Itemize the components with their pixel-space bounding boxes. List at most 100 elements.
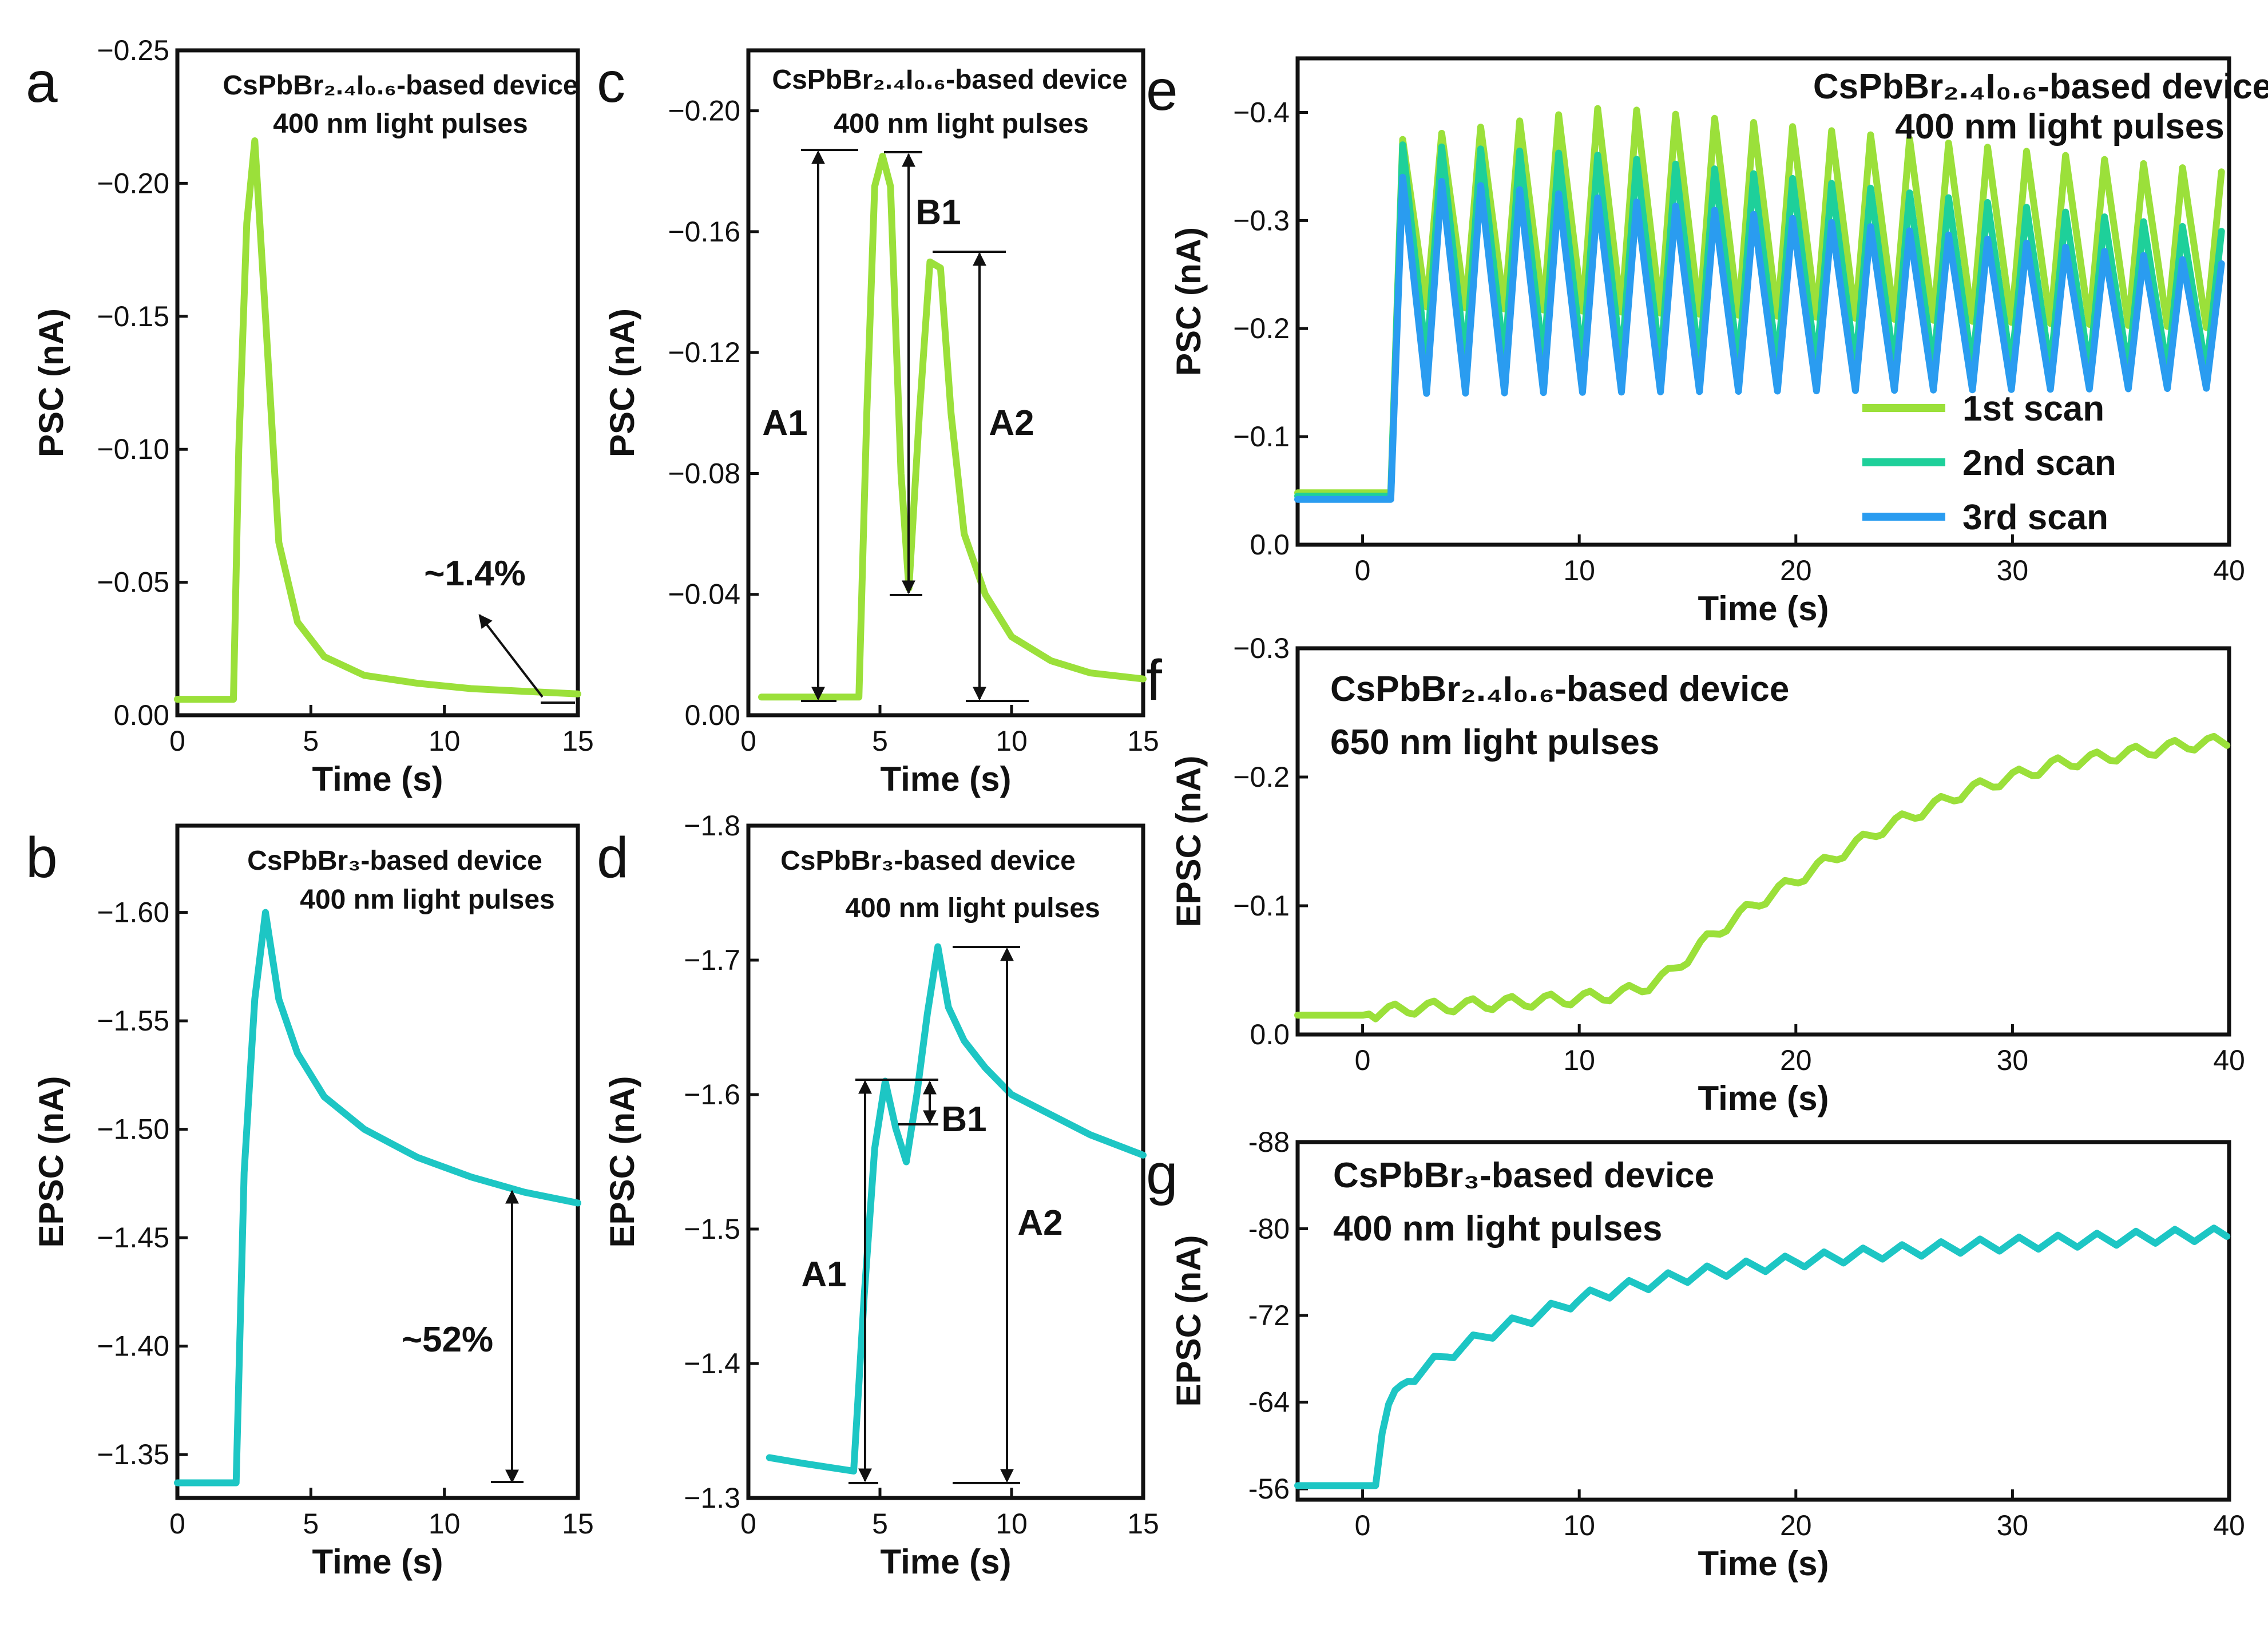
x-tick-label: 30 (1997, 1509, 2029, 1541)
y-tick-label: −0.08 (668, 457, 740, 489)
series-line (766, 943, 1147, 1475)
panel-g: 0 10 20 30 40 -56 -64 -72 -80 -88 Time (s) EPSC (nA… (1146, 1126, 2245, 1583)
plot-frame (175, 48, 580, 718)
legend-label: 2nd scan (1962, 443, 2116, 483)
annotation: A1 (801, 1255, 846, 1294)
x-tick-label: 15 (562, 725, 594, 757)
y-tick-label: −0.12 (668, 336, 740, 368)
x-tick-label: 5 (303, 1508, 319, 1540)
x-tick-label: 10 (429, 725, 461, 757)
y-tick-label: −1.35 (97, 1438, 169, 1471)
y-axis-label: PSC (nA) (1169, 227, 1208, 376)
panel-letter: g (1146, 1142, 1178, 1206)
x-tick-label: 10 (429, 1508, 461, 1540)
annotation: ~1.4% (424, 554, 526, 593)
panel-label: 400 nm light pulses (273, 109, 528, 139)
y-tick-label: −1.5 (684, 1213, 740, 1245)
x-tick-label: 10 (1563, 1509, 1595, 1541)
annotation: B1 (941, 1100, 986, 1139)
plot-frame (175, 823, 580, 1500)
x-axis-label: Time (s) (881, 760, 1012, 798)
panel-label: 400 nm light pulses (1895, 107, 2224, 146)
y-axis-label: EPSC (nA) (32, 1076, 70, 1248)
panel-label: CsPbBr₃-based device (780, 846, 1076, 876)
x-tick-label: 5 (303, 725, 319, 757)
panel-label: 400 nm light pulses (834, 109, 1088, 139)
x-tick-label: 0 (740, 1508, 756, 1540)
panel-label: CsPbBr₃-based device (247, 846, 542, 876)
panel-label: 650 nm light pulses (1330, 723, 1659, 762)
x-tick-label: 0 (1355, 554, 1371, 586)
series-line (174, 137, 581, 703)
plot-frame (1295, 646, 2231, 1037)
y-tick-label: −0.1 (1233, 421, 1290, 453)
y-tick-label: -64 (1248, 1386, 1290, 1418)
series-line (174, 909, 581, 1487)
y-tick-label: 0.00 (685, 699, 740, 731)
panel-e: 0 10 20 30 40 0.0 −0.1 −0.2 −0.3 −0.4 Time (s) PSC … (1146, 56, 2268, 628)
panel-label: 400 nm light pulses (845, 893, 1100, 924)
y-tick-label: −1.8 (684, 810, 740, 842)
panel-label: 400 nm light pulses (300, 885, 554, 915)
panel-d: 0 5 10 15 −1.3 −1.4 −1.5 −1.6 −1.7 −1.8 Time (s) EP… (597, 810, 1159, 1581)
panel-c: 0 5 10 15 0.00 −0.04 −0.08 −0.12 −0.16 −0.20 Time … (597, 48, 1159, 798)
x-tick-label: 0 (1355, 1044, 1371, 1076)
panel-label: CsPbBr₃-based device (1333, 1156, 1714, 1195)
x-tick-label: 5 (872, 725, 888, 757)
panel-letter: e (1146, 58, 1178, 122)
x-tick-label: 30 (1997, 1044, 2029, 1076)
annotation: A2 (1017, 1203, 1062, 1243)
x-axis-label: Time (s) (1698, 1544, 1829, 1583)
x-tick-label: 10 (996, 1508, 1028, 1540)
y-tick-label: −1.50 (97, 1113, 169, 1146)
x-tick-label: 20 (1780, 554, 1812, 586)
y-tick-label: −0.3 (1233, 204, 1290, 236)
x-tick-label: 15 (562, 1508, 594, 1540)
panel-f: 0 10 20 30 40 0.0 −0.1 −0.2 −0.3 Time (s) EPSC (nA… (1146, 632, 2245, 1117)
y-tick-label: −0.4 (1233, 96, 1290, 128)
y-tick-label: −1.3 (684, 1482, 740, 1514)
annotation: B1 (915, 193, 961, 232)
series-line (1294, 173, 2225, 503)
panel-label: CsPbBr₂.₄I₀.₆-based device (772, 65, 1127, 95)
y-tick-label: −1.40 (97, 1330, 169, 1362)
panel-label: CsPbBr₂.₄I₀.₆-based device (223, 70, 578, 101)
y-tick-label: −0.25 (97, 34, 169, 66)
y-tick-label: -56 (1248, 1473, 1290, 1505)
legend-label: 1st scan (1962, 389, 2104, 429)
panel-b: 0 5 10 15 −1.35 −1.40 −1.45 −1.50 −1.55 −1.60 Time… (26, 823, 594, 1581)
x-axis-label: Time (s) (1698, 1079, 1829, 1117)
y-tick-label: −1.60 (97, 897, 169, 929)
panel-letter: a (26, 50, 58, 114)
x-axis-label: Time (s) (312, 760, 443, 798)
y-tick-label: 0.0 (1250, 1018, 1290, 1051)
y-axis-label: EPSC (nA) (1169, 1235, 1208, 1407)
x-tick-label: 40 (2213, 1044, 2245, 1076)
y-tick-label: −0.20 (668, 95, 740, 127)
y-tick-label: −1.7 (684, 944, 740, 976)
x-tick-label: 20 (1780, 1044, 1812, 1076)
x-tick-label: 10 (996, 725, 1028, 757)
x-tick-label: 0 (740, 725, 756, 757)
y-tick-label: -88 (1248, 1126, 1290, 1158)
y-tick-label: −0.20 (97, 167, 169, 199)
panel-letter: b (26, 826, 58, 890)
y-tick-label: −0.1 (1233, 890, 1290, 922)
series-line (1294, 1224, 2231, 1489)
y-tick-label: −0.04 (668, 578, 740, 611)
panel-label: CsPbBr₂.₄I₀.₆-based device (1330, 669, 1789, 709)
panel-a: 0 5 10 15 0.00 −0.05 −0.10 −0.15 −0.20 −0.25 Time … (26, 34, 594, 798)
plot-frame (746, 48, 1145, 718)
annotation: A2 (989, 403, 1034, 443)
y-tick-label: −1.6 (684, 1079, 740, 1111)
y-tick-label: -72 (1248, 1299, 1290, 1331)
plot-frame (746, 823, 1145, 1500)
plot-frame (1295, 56, 2231, 547)
x-tick-label: 0 (1355, 1509, 1371, 1541)
y-axis-label: PSC (nA) (32, 308, 70, 457)
panel-letter: c (597, 50, 625, 114)
y-tick-label: 0.00 (114, 699, 169, 731)
x-tick-label: 5 (872, 1508, 888, 1540)
y-tick-label: −0.2 (1233, 761, 1290, 793)
